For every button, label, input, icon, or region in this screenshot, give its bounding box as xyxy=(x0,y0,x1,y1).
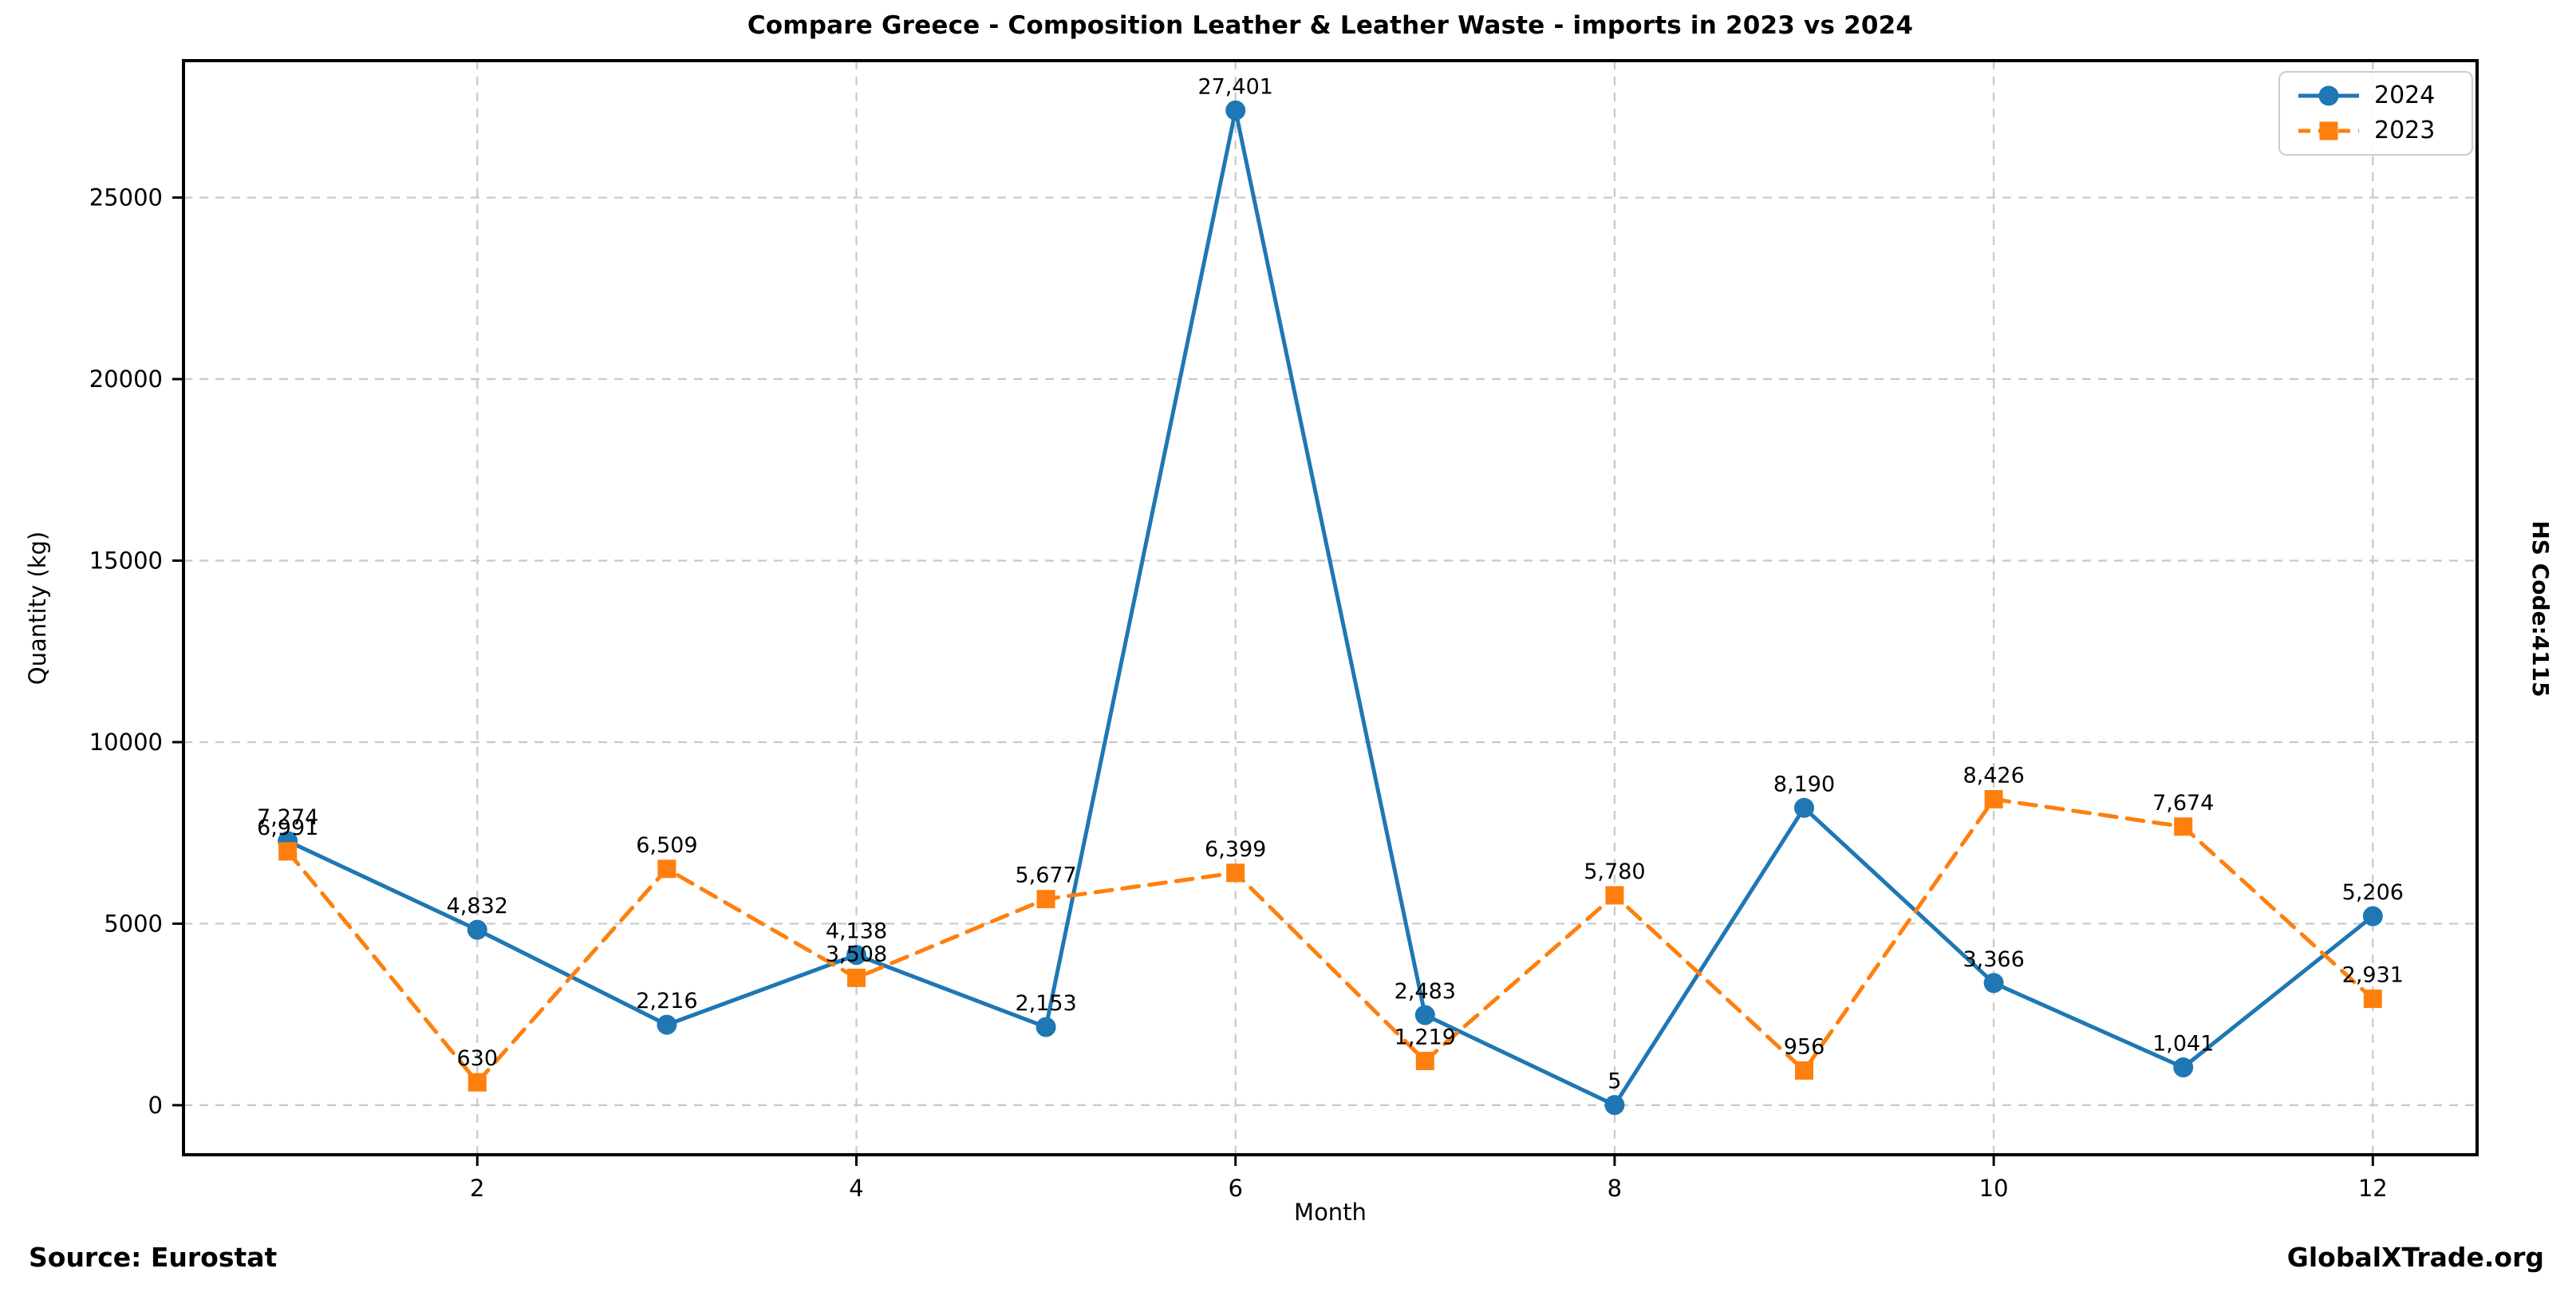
data-label-2023: 1,219 xyxy=(1395,1025,1456,1049)
data-point-2024 xyxy=(1036,1017,1056,1037)
data-point-2023 xyxy=(657,859,677,879)
data-point-2023 xyxy=(2363,990,2382,1009)
data-label-2024: 2,483 xyxy=(1395,979,1456,1004)
data-label-2024: 2,216 xyxy=(636,989,697,1013)
data-point-2023 xyxy=(278,842,298,861)
data-point-2024 xyxy=(1983,973,2004,994)
data-point-2023 xyxy=(1795,1061,1814,1080)
y-tick-label: 15000 xyxy=(89,547,163,574)
data-point-2023 xyxy=(1605,886,1624,905)
data-label-2024: 5,206 xyxy=(2342,880,2404,905)
data-label-2024: 8,190 xyxy=(1773,772,1835,796)
x-tick-label: 12 xyxy=(2358,1175,2388,1202)
data-label-2024: 3,366 xyxy=(1963,947,2024,972)
data-point-2023 xyxy=(1036,890,1055,909)
chart-title: Compare Greece - Composition Leather & L… xyxy=(747,11,1914,40)
data-point-2023 xyxy=(846,968,866,987)
data-point-2024 xyxy=(1225,100,1246,121)
data-label-2023: 2,931 xyxy=(2342,963,2404,988)
x-axis-label: Month xyxy=(1294,1199,1367,1226)
series-line-2024 xyxy=(286,108,2375,1108)
data-point-2023 xyxy=(2174,817,2193,836)
legend-entry-2024: 2024 xyxy=(2296,84,2456,108)
x-tick-label: 2 xyxy=(470,1175,484,1202)
data-label-2023: 956 xyxy=(1784,1034,1825,1059)
x-tick-label: 8 xyxy=(1608,1175,1622,1202)
data-point-2024 xyxy=(467,919,487,940)
chart-legend: 2024 2023 xyxy=(2278,71,2473,156)
legend-entry-2023: 2023 xyxy=(2296,119,2456,143)
y-tick-label: 10000 xyxy=(89,729,163,756)
data-label-2024: 7,274 xyxy=(257,805,318,830)
data-label-2024: 1,041 xyxy=(2152,1032,2214,1057)
y-axis-label: Quantity (kg) xyxy=(24,531,51,686)
data-point-2024 xyxy=(1604,1095,1625,1116)
data-point-2023 xyxy=(1415,1051,1434,1070)
data-label-2023: 3,508 xyxy=(826,942,887,966)
site-attribution: GlobalXTrade.org xyxy=(2286,1242,2544,1273)
series-line-2023 xyxy=(286,797,2375,1085)
x-tick-label: 4 xyxy=(849,1175,863,1202)
y-tick-label: 25000 xyxy=(89,184,163,211)
data-point-2024 xyxy=(1414,1005,1435,1025)
legend-marker-2023-icon xyxy=(2296,119,2361,143)
data-label-2023: 8,426 xyxy=(1963,764,2024,788)
data-point-2024 xyxy=(2362,906,2383,927)
data-point-2023 xyxy=(467,1073,487,1092)
y-tick-label: 5000 xyxy=(104,910,163,937)
x-tick-label: 10 xyxy=(1979,1175,2009,1202)
y-tick-label: 20000 xyxy=(89,365,163,393)
data-label-2024: 4,832 xyxy=(447,894,508,919)
data-point-2024 xyxy=(1794,797,1815,818)
plot-frame xyxy=(182,59,2479,1156)
data-label-2023: 7,674 xyxy=(2152,791,2214,816)
data-label-2023: 630 xyxy=(457,1046,499,1071)
source-attribution: Source: Eurostat xyxy=(29,1242,278,1273)
data-label-2023: 5,677 xyxy=(1015,863,1076,888)
data-label-2024: 2,153 xyxy=(1015,991,1076,1016)
legend-marker-2024-icon xyxy=(2296,84,2361,108)
data-label-2023: 6,991 xyxy=(257,816,318,840)
data-label-2024: 27,401 xyxy=(1197,74,1272,99)
data-point-2023 xyxy=(1226,863,1245,883)
data-point-2024 xyxy=(846,945,866,966)
legend-label-2024: 2024 xyxy=(2374,81,2436,109)
data-point-2024 xyxy=(2173,1057,2194,1078)
data-label-2023: 5,780 xyxy=(1584,859,1645,884)
data-label-2023: 6,399 xyxy=(1205,837,1266,862)
y-tick-label: 0 xyxy=(148,1092,163,1119)
data-point-2024 xyxy=(657,1014,677,1035)
data-label-2024: 5 xyxy=(1608,1069,1621,1094)
hs-code-label: HS Code:4115 xyxy=(2527,520,2554,697)
data-label-2023: 6,509 xyxy=(636,833,697,858)
data-label-2024: 4,138 xyxy=(826,919,887,944)
x-tick-label: 6 xyxy=(1228,1175,1242,1202)
data-point-2023 xyxy=(1984,790,2003,809)
legend-label-2023: 2023 xyxy=(2374,117,2436,144)
